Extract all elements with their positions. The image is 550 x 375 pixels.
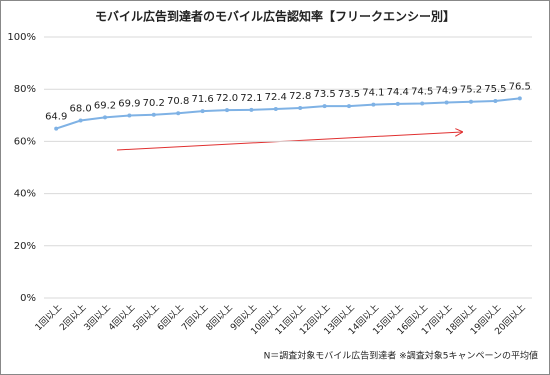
data-point xyxy=(176,111,181,116)
data-label: 72.1 xyxy=(240,93,262,104)
data-label: 69.9 xyxy=(118,99,140,110)
data-point xyxy=(200,109,205,114)
y-tick-label: 60% xyxy=(14,136,36,147)
data-label: 69.2 xyxy=(94,100,116,111)
data-label: 73.5 xyxy=(313,89,335,100)
y-tick-label: 0% xyxy=(20,293,36,304)
data-label: 72.8 xyxy=(289,91,311,102)
data-label: 74.1 xyxy=(362,88,384,99)
data-label: 68.0 xyxy=(69,104,91,115)
data-label: 75.5 xyxy=(484,84,506,95)
data-label: 71.6 xyxy=(191,94,213,105)
data-point xyxy=(469,99,473,104)
y-tick-label: 40% xyxy=(14,189,36,200)
data-label: 72.4 xyxy=(265,92,287,103)
data-label: 64.9 xyxy=(45,112,67,123)
data-point xyxy=(322,104,327,109)
data-label: 75.2 xyxy=(460,85,482,96)
data-point xyxy=(127,113,132,118)
data-point xyxy=(347,104,351,109)
data-point xyxy=(54,126,59,131)
data-point xyxy=(249,107,254,112)
chart-title: モバイル広告到達者のモバイル広告認知率【フリークエンシー別】 xyxy=(95,9,455,24)
data-label: 74.9 xyxy=(435,86,457,97)
data-label: 73.5 xyxy=(338,89,360,100)
data-point xyxy=(151,112,156,117)
data-point xyxy=(78,118,83,123)
data-point xyxy=(273,107,278,112)
data-label: 74.5 xyxy=(411,87,433,98)
data-point xyxy=(371,102,376,107)
data-label: 70.2 xyxy=(143,98,165,109)
data-label: 76.5 xyxy=(509,81,531,92)
data-point xyxy=(225,108,229,113)
data-point xyxy=(395,101,400,106)
y-tick-label: 80% xyxy=(14,84,36,95)
footnote: N＝調査対象モバイル広告到達者 ※調査対象5キャンペーンの平均値 xyxy=(264,350,538,362)
data-label: 70.8 xyxy=(167,96,189,107)
data-point xyxy=(517,96,522,101)
data-label: 74.4 xyxy=(387,87,409,98)
data-point xyxy=(103,115,107,120)
y-tick-label: 100% xyxy=(7,32,36,43)
data-line xyxy=(55,97,520,130)
data-point xyxy=(420,101,425,106)
data-label: 72.0 xyxy=(216,93,238,104)
data-point xyxy=(444,100,449,105)
data-point xyxy=(493,98,498,103)
y-tick-label: 20% xyxy=(14,241,36,252)
data-point xyxy=(298,105,303,110)
